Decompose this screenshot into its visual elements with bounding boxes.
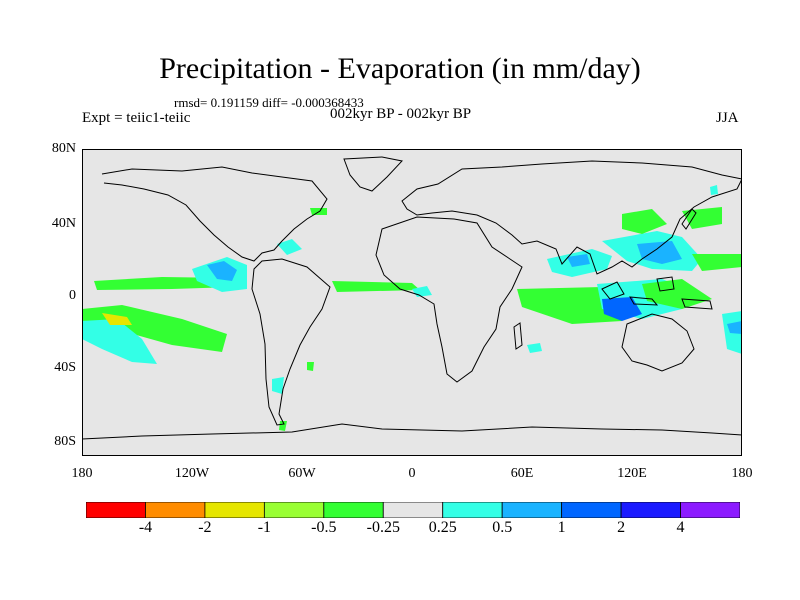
colorbar-swatch [263,502,325,518]
coastline-antarctica [82,423,742,440]
anomaly-patch [207,261,237,281]
map-frame [82,149,742,456]
colorbar-swatch [501,502,563,518]
coastlines [82,156,742,440]
anomaly-patch [642,279,712,309]
y-tick-label: 80S [54,434,76,449]
experiment-label: Expt = teiic1-teiic [82,110,191,126]
colorbar-label: -1 [257,519,272,536]
coastline-north-america [101,166,328,262]
x-tick-label: 180 [731,466,753,481]
y-tick-label: 0 [69,288,76,303]
anomaly-patch [332,281,420,292]
anomaly-patch [602,297,642,321]
anomaly-patch [622,209,667,234]
coastline-south-america [251,258,331,426]
colorbar-swatch [145,502,206,518]
coastline-greenland [343,156,403,192]
anomaly-patch [692,254,742,271]
colorbar-swatch [323,502,384,518]
anomaly-patches [82,185,742,431]
colorbar-label: -4 [138,519,153,536]
anomaly-patch [272,377,284,394]
coastline-africa [375,216,523,383]
anomaly-patch [277,239,302,255]
anomaly-patch [727,321,742,334]
anomaly-patch [527,343,542,353]
colorbar-swatch [382,502,444,518]
x-tick-label: 180 [71,466,93,481]
anomaly-patch [279,421,287,431]
plot-title: Precipitation - Evaporation (in mm/day) [159,52,641,85]
stats-line: rmsd= 0.191159 diff= -0.000368433 [174,95,364,110]
coastline-islands [601,276,713,310]
y-tick-label: 40N [51,216,76,231]
anomaly-patch [567,254,590,267]
anomaly-patch [710,185,718,195]
anomaly-patch [82,319,157,364]
colorbar-label: -0.5 [311,519,337,536]
coastline-eurasia [401,160,742,275]
y-tick-label: 80N [51,141,76,156]
plot-subtitle: 002kyr BP - 002kyr BP [330,106,472,122]
colorbar-label: 1 [557,519,566,536]
world-map [82,149,742,456]
coastline-japan [681,208,697,230]
anomaly-patch [637,241,682,264]
x-tick-label: 60W [288,466,316,481]
anomaly-patch [307,362,314,371]
colorbar-label: 2 [617,519,626,536]
anomaly-patch [102,313,132,325]
season-label: JJA [716,110,739,126]
x-tick-label: 60E [510,466,534,481]
colorbar-swatch [680,502,740,518]
coastline-australia [621,313,695,372]
colorbar-label: -2 [198,519,212,536]
coastline-madagascar [513,322,523,350]
colorbar-swatch [620,502,681,518]
colorbar-swatch [561,502,622,518]
y-tick-label: 40S [54,360,76,375]
colorbar-swatch [442,502,503,518]
colorbar-swatch [204,502,265,518]
colorbar-label: -0.25 [366,519,400,536]
colorbar [86,502,740,518]
colorbar-label: 0.25 [428,519,457,536]
anomaly-patch [682,207,722,229]
colorbar-label: 4 [676,519,685,536]
x-tick-label: 120E [617,466,647,481]
x-tick-label: 120W [174,466,210,481]
colorbar-label: 0.5 [492,519,513,536]
colorbar-swatch [86,502,146,518]
x-tick-label: 0 [408,466,416,481]
